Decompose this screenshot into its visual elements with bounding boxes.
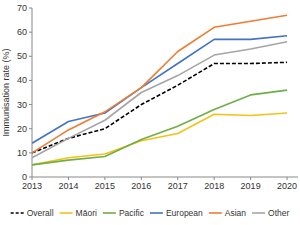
legend-label: Māori	[76, 208, 97, 218]
plot-area	[32, 15, 287, 165]
x-tick-label: 2018	[204, 181, 224, 191]
x-tick-label: 2015	[95, 181, 115, 191]
legend-label: Overall	[27, 208, 54, 218]
legend-label: Pacific	[119, 208, 145, 218]
x-tick-label: 2013	[22, 181, 42, 191]
legend-label: Other	[268, 208, 289, 218]
legend-label: Asian	[225, 208, 247, 218]
y-tick-label: 70	[17, 3, 27, 13]
y-tick-label: 20	[17, 124, 27, 134]
x-axis	[32, 177, 298, 178]
series-line	[32, 42, 287, 158]
legend-swatch	[150, 212, 163, 214]
legend-swatch	[103, 212, 116, 214]
y-tick-label: 30	[17, 100, 27, 110]
legend-swatch	[60, 212, 73, 214]
x-tick-label: 2019	[241, 181, 261, 191]
series-line	[32, 90, 287, 165]
y-axis	[32, 8, 33, 177]
y-axis-label: Immunisation rate (%)	[1, 48, 11, 136]
x-tick-label: 2016	[131, 181, 151, 191]
y-tick-label: 40	[17, 75, 27, 85]
x-tick-label: 2014	[58, 181, 78, 191]
legend: Overall Māori Pacific European Asian Other	[11, 208, 290, 218]
y-tick-label: 50	[17, 51, 27, 61]
legend-swatch	[209, 212, 222, 214]
x-tick-label: 2017	[168, 181, 188, 191]
y-tick-label: 10	[17, 148, 27, 158]
x-tick-label: 2020	[277, 181, 297, 191]
legend-label: European	[166, 208, 203, 218]
legend-swatch	[11, 212, 24, 214]
legend-swatch	[252, 212, 265, 214]
series-line	[32, 36, 287, 143]
chart: Immunisation rate (%)0102030405060702013…	[0, 0, 300, 225]
y-tick-label: 60	[17, 27, 27, 37]
